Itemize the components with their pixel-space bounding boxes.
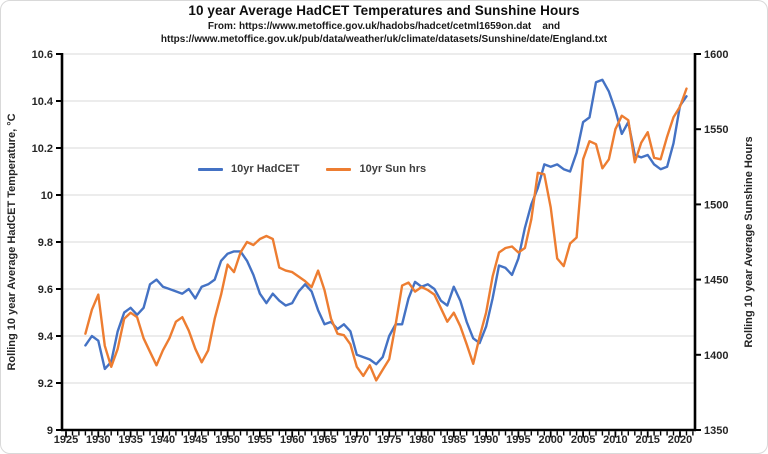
x-tick-label: 1990 (474, 434, 498, 446)
hadcet-line-swatch (198, 167, 223, 171)
x-tick-label: 1935 (118, 434, 142, 446)
left-tick-label: 9.4 (38, 331, 54, 343)
x-tick-label: 1975 (377, 434, 401, 446)
x-tick-label: 2005 (571, 434, 595, 446)
x-tick-label: 1965 (312, 434, 336, 446)
legend-item-hadcet: 10yr HadCET (198, 163, 299, 175)
right-tick-label: 1600 (704, 49, 728, 61)
legend: 10yr HadCET 10yr Sun hrs (198, 161, 426, 177)
x-tick-label: 1970 (345, 434, 369, 446)
series-line-10yr-sun-hrs (84, 87, 688, 382)
chart-title: 10 year Average HadCET Temperatures and … (188, 3, 580, 18)
chart-subtitle-source-2: https://www.metoffice.gov.uk/pub/data/we… (160, 34, 608, 45)
right-tick-label: 1350 (704, 425, 728, 437)
sunhrs-line-swatch (326, 167, 352, 171)
legend-label-sunhrs: 10yr Sun hrs (359, 163, 427, 175)
x-tick-label: 1950 (215, 434, 239, 446)
x-tick-label: 1925 (54, 434, 78, 446)
left-tick-label: 10.2 (32, 143, 53, 155)
x-tick-label: 1955 (248, 434, 272, 446)
left-tick-label: 9.8 (38, 237, 53, 249)
right-tick-label: 1400 (704, 350, 728, 362)
right-tick-label: 1450 (704, 275, 728, 287)
x-tick-label: 1960 (280, 434, 304, 446)
left-tick-label: 10.6 (32, 49, 53, 61)
x-tick-label: 2000 (538, 434, 562, 446)
x-tick-label: 2020 (668, 434, 692, 446)
legend-label-hadcet: 10yr HadCET (231, 163, 300, 175)
left-tick-label: 10.4 (32, 96, 54, 108)
x-tick-label: 2015 (635, 434, 659, 446)
x-tick-label: 1980 (409, 434, 433, 446)
x-tick-label: 1985 (442, 434, 466, 446)
chart-subtitle-source-1: From: https://www.metoffice.gov.uk/hadob… (207, 21, 561, 32)
series-line-10yr-hadcet (84, 78, 688, 371)
x-tick-label: 1940 (151, 434, 175, 446)
x-tick-label: 1930 (86, 434, 110, 446)
right-tick-label: 1550 (704, 124, 728, 136)
x-tick-label: 1945 (183, 434, 207, 446)
right-tick-label: 1500 (704, 199, 728, 211)
legend-item-sunhrs: 10yr Sun hrs (326, 163, 426, 175)
left-tick-label: 9 (47, 425, 53, 437)
left-axis-title: Rolling 10 year Average HadCET Temperatu… (6, 113, 18, 370)
left-tick-label: 9.2 (38, 378, 53, 390)
left-tick-label: 10 (41, 190, 53, 202)
x-tick-label: 2010 (603, 434, 627, 446)
right-axis-title: Rolling 10 year Average Sunshine Hours (743, 136, 755, 347)
x-tick-label: 1995 (506, 434, 530, 446)
left-tick-label: 9.6 (38, 284, 53, 296)
